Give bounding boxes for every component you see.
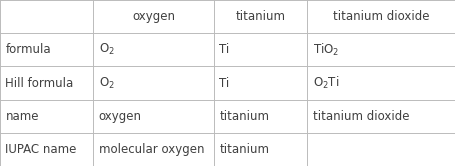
Text: $\mathrm{T}\mathrm{i}\mathrm{O}_{2}$: $\mathrm{T}\mathrm{i}\mathrm{O}_{2}$ bbox=[313, 42, 339, 58]
Text: oxygen: oxygen bbox=[99, 110, 142, 123]
Text: Ti: Ti bbox=[219, 77, 230, 89]
Text: oxygen: oxygen bbox=[132, 10, 175, 23]
Text: Hill formula: Hill formula bbox=[5, 77, 74, 89]
Text: titanium dioxide: titanium dioxide bbox=[333, 10, 430, 23]
Text: name: name bbox=[5, 110, 39, 123]
Text: IUPAC name: IUPAC name bbox=[5, 143, 77, 156]
Text: $\mathrm{O}_{2}\mathrm{T}\mathrm{i}$: $\mathrm{O}_{2}\mathrm{T}\mathrm{i}$ bbox=[313, 75, 339, 91]
Text: titanium: titanium bbox=[236, 10, 285, 23]
Text: titanium dioxide: titanium dioxide bbox=[313, 110, 409, 123]
Text: titanium: titanium bbox=[219, 110, 269, 123]
Text: titanium: titanium bbox=[219, 143, 269, 156]
Text: molecular oxygen: molecular oxygen bbox=[99, 143, 204, 156]
Text: $\mathrm{O}_{2}$: $\mathrm{O}_{2}$ bbox=[99, 76, 115, 90]
Text: $\mathrm{O}_{2}$: $\mathrm{O}_{2}$ bbox=[99, 42, 115, 57]
Text: formula: formula bbox=[5, 43, 51, 56]
Text: Ti: Ti bbox=[219, 43, 230, 56]
